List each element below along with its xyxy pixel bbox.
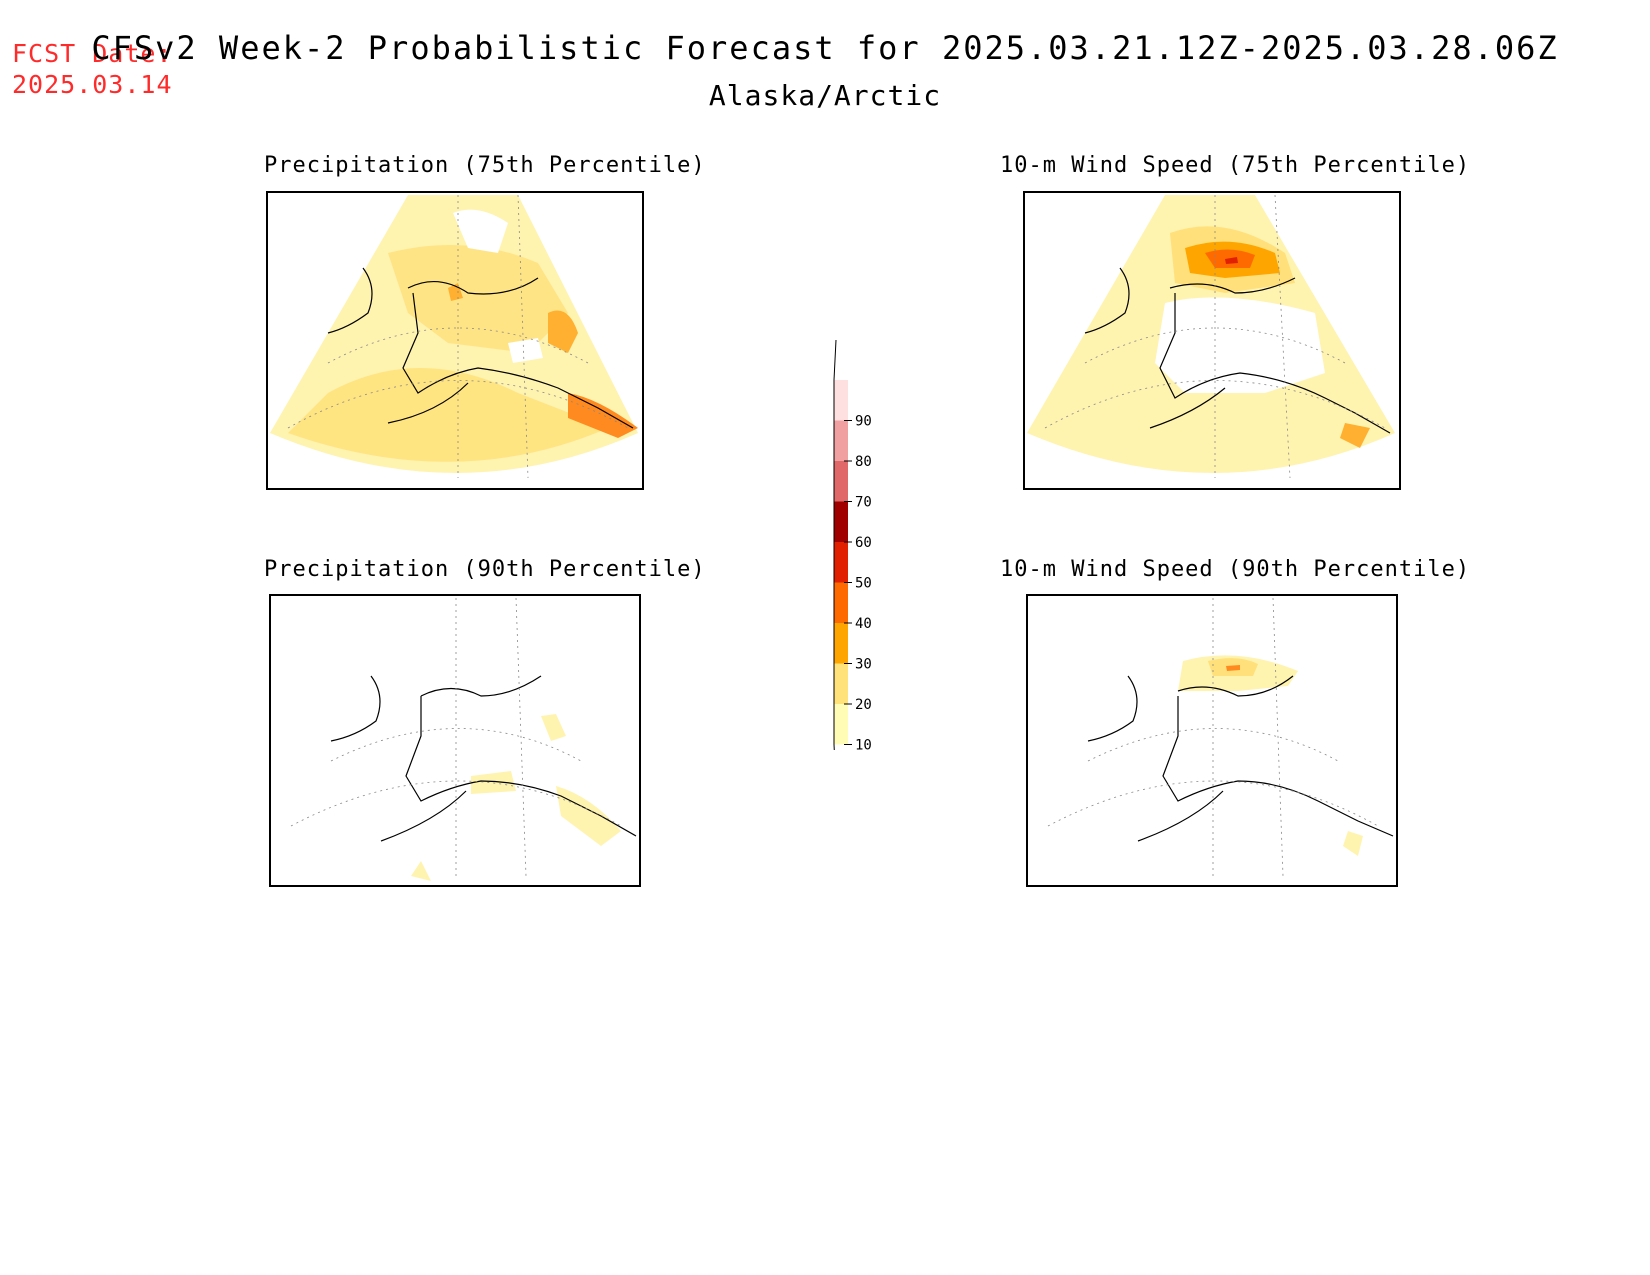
- forecast-date-label: FCST Date:: [12, 39, 173, 68]
- graticule: [1044, 194, 1386, 479]
- colorbar-swatch: [834, 542, 848, 583]
- panel-title-precip-90: Precipitation (90th Percentile): [264, 557, 706, 582]
- forecast-date-value: 2025.03.14: [12, 70, 173, 99]
- coastline: [1084, 267, 1391, 434]
- shading-30-south: [1340, 423, 1370, 448]
- colorbar-swatch: [834, 501, 848, 542]
- wind-75-map: [1027, 194, 1395, 479]
- panel-title-wind-90: 10-m Wind Speed (90th Percentile): [1000, 557, 1471, 582]
- shading-40: [568, 393, 638, 438]
- forecast-date-block: FCST Date: 2025.03.14: [12, 38, 173, 100]
- colorbar-swatch: [834, 704, 848, 745]
- shading-50: [1225, 257, 1238, 264]
- colorbar-bottom-extension: [833, 744, 837, 785]
- wind-90-map: [1047, 597, 1394, 877]
- colorbar-swatch: [834, 623, 848, 664]
- map-panel-wind-75: [1023, 191, 1401, 490]
- shading-40: [1226, 665, 1240, 671]
- shading-30: [548, 310, 578, 353]
- colorbar: 10 20 30 40 50 60 70 80 90: [820, 330, 900, 785]
- colorbar-tick-label: 50: [855, 576, 872, 592]
- colorbar-tick-label: 70: [855, 495, 872, 511]
- no-signal-area: [1155, 297, 1325, 393]
- graticule: [287, 194, 629, 479]
- shading-10-south: [556, 786, 621, 846]
- map-panel-precip-75: [266, 191, 644, 490]
- region-subtitle: Alaska/Arctic: [708, 79, 942, 112]
- panel-title-precip-75: Precipitation (75th Percentile): [264, 153, 706, 178]
- coastline: [327, 267, 634, 429]
- no-signal-area-2: [508, 338, 543, 363]
- shading-10-south: [1343, 831, 1363, 856]
- map-panel-wind-90: [1026, 594, 1398, 887]
- colorbar-swatch: [834, 420, 848, 461]
- graticule: [290, 597, 622, 877]
- main-title: CFSv2 Week-2 Probabilistic Forecast for …: [91, 29, 1559, 67]
- shading-10-east: [541, 714, 566, 741]
- panel-title-wind-75: 10-m Wind Speed (75th Percentile): [1000, 153, 1471, 178]
- shading-10-coast: [471, 771, 516, 794]
- coastline: [1087, 675, 1394, 842]
- no-signal-area: [453, 209, 508, 253]
- colorbar-tick-label: 80: [855, 454, 872, 470]
- colorbar-svg: 10 20 30 40 50 60 70 80 90: [833, 339, 872, 785]
- colorbar-swatch: [834, 461, 848, 502]
- colorbar-swatch: [834, 582, 848, 623]
- coastline: [330, 675, 637, 842]
- map-panel-precip-90: [269, 594, 641, 887]
- colorbar-tick-label: 60: [855, 535, 872, 551]
- colorbar-swatch: [834, 380, 848, 421]
- colorbar-tick-label: 30: [855, 657, 872, 673]
- shading-20: [388, 245, 568, 353]
- colorbar-tick-label: 40: [855, 616, 872, 632]
- precip-75-map: [270, 194, 638, 479]
- shading-10-bottom: [411, 861, 431, 881]
- colorbar-top-extension: [833, 339, 837, 381]
- colorbar-swatch: [834, 663, 848, 704]
- shading-20-south: [288, 368, 608, 462]
- colorbar-tick-label: 10: [855, 738, 872, 751]
- precip-90-map: [290, 597, 637, 881]
- colorbar-tick-label: 20: [855, 697, 872, 713]
- colorbar-tick-label: 90: [855, 414, 872, 430]
- graticule: [1047, 597, 1379, 877]
